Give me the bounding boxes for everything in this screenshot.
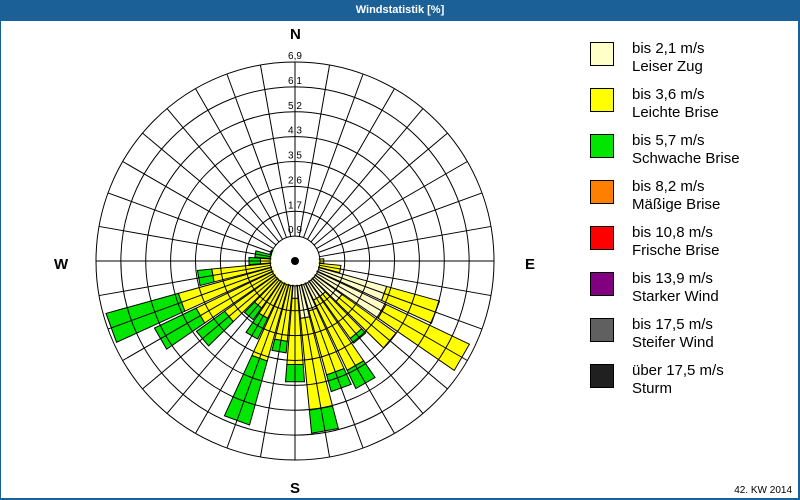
svg-text:6,9: 6,9 — [288, 51, 302, 62]
wind-bar — [153, 307, 206, 350]
svg-text:4,3: 4,3 — [288, 126, 302, 137]
west-label: W — [54, 256, 69, 273]
chart-panel — [1, 21, 798, 498]
legend-label: bis 2,1 m/s Leiser Zug — [632, 40, 705, 75]
legend-label: bis 10,8 m/s Frische Brise — [632, 224, 720, 259]
wind-bar — [105, 292, 186, 344]
svg-text:0,9: 0,9 — [288, 225, 302, 236]
legend-label: bis 8,2 m/s Mäßige Brise — [632, 178, 721, 213]
legend-label: bis 5,7 m/s Schwache Brise — [632, 132, 740, 167]
legend-label: über 17,5 m/s Sturm — [632, 362, 724, 397]
svg-text:6,1: 6,1 — [288, 76, 302, 87]
svg-text:5,2: 5,2 — [288, 101, 302, 112]
wind-bar — [196, 268, 215, 287]
legend-swatch — [590, 272, 614, 296]
east-label: E — [525, 256, 536, 273]
legend-swatch — [590, 180, 614, 204]
svg-text:2,6: 2,6 — [288, 175, 302, 186]
legend-label: bis 13,9 m/s Starker Wind — [632, 270, 719, 305]
wind-bar — [308, 405, 339, 434]
wind-bar — [223, 354, 268, 426]
legend-swatch — [590, 134, 614, 158]
week-label: 42. KW 2014 — [734, 485, 792, 496]
legend-swatch — [590, 364, 614, 388]
legend-swatch — [590, 226, 614, 250]
wind-bar — [377, 303, 471, 372]
chart-title: Windstatistik [%] — [355, 4, 445, 16]
north-label: N — [290, 26, 301, 43]
legend-swatch — [590, 88, 614, 112]
svg-text:1,7: 1,7 — [288, 200, 302, 211]
legend-label: bis 3,6 m/s Leichte Brise — [632, 86, 719, 121]
south-label: S — [290, 480, 301, 497]
legend-swatch — [590, 42, 614, 66]
legend-swatch — [590, 318, 614, 342]
legend-label: bis 17,5 m/s Steifer Wind — [632, 316, 714, 351]
svg-text:3,5: 3,5 — [288, 151, 302, 162]
wind-bar — [380, 285, 441, 324]
